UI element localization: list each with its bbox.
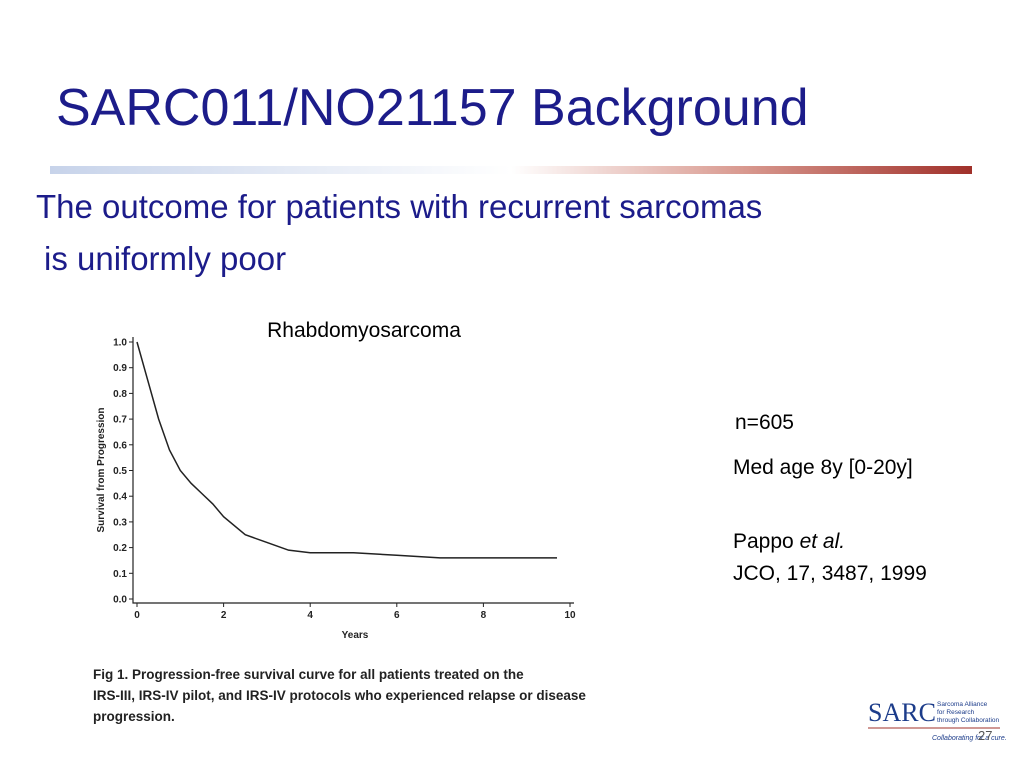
logo-line: for Research (937, 709, 975, 716)
median-age: Med age 8y [0-20y] (733, 456, 913, 479)
logo-tagline: Collaborating for a cure. (932, 735, 1007, 742)
survival-curve (136, 341, 558, 559)
figure-caption: progression. (93, 709, 175, 724)
y-tick-label: 1.0 (113, 338, 127, 349)
slide-title: SARC011/NO21157 Background (56, 79, 809, 137)
logo-mark: SARC (868, 698, 936, 727)
axes (132, 337, 574, 604)
plot: 0.0 0.1 0.2 0.3 0.4 0.5 0.6 0.7 0.8 0.9 1.0 0 2 4 6 8 10 (113, 337, 576, 621)
x-tick-label: 0 (134, 610, 140, 621)
subtitle-line: is uniformly poor (44, 240, 286, 277)
logo-line: Sarcoma Alliance (937, 701, 988, 708)
x-tick-label: 10 (564, 610, 576, 621)
x-axis-label: Years (342, 630, 369, 641)
logo-line: through Collaboration (937, 717, 1000, 724)
x-tick-label: 2 (221, 610, 227, 621)
y-tick-label: 0.2 (113, 543, 127, 554)
author: Pappo (733, 530, 794, 553)
logo: SARC Sarcoma Alliance for Research throu… (868, 698, 1007, 743)
x-tick-label: 6 (394, 610, 400, 621)
y-tick-label: 0.9 (113, 363, 127, 374)
y-tick-label: 0.4 (113, 492, 127, 503)
figure-caption: Fig 1. Progression-free survival curve f… (93, 667, 524, 682)
et-al: et al. (800, 530, 846, 553)
y-tick-label: 0.7 (113, 415, 127, 426)
y-tick-label: 0.8 (113, 389, 127, 400)
subtitle-line: The outcome for patients with recurrent … (36, 188, 762, 225)
y-axis-label: Survival from Progression (96, 407, 107, 532)
sample-size: n=605 (735, 411, 794, 434)
page-number: 27 (978, 728, 992, 743)
figure-caption: IRS-III, IRS-IV pilot, and IRS-IV protoc… (93, 688, 586, 703)
citation-author: Pappo et al. (733, 530, 845, 553)
y-tick-label: 0.5 (113, 466, 127, 477)
title-rule (50, 166, 972, 174)
citation-journal: JCO, 17, 3487, 1999 (733, 562, 927, 585)
x-tick-label: 4 (307, 610, 313, 621)
x-tick-label: 8 (481, 610, 487, 621)
y-tick-label: 0.3 (113, 517, 127, 528)
y-tick-label: 0.6 (113, 440, 127, 451)
y-tick-label: 0.0 (113, 595, 127, 606)
y-tick-label: 0.1 (113, 569, 127, 580)
chart-title: Rhabdomyosarcoma (267, 319, 461, 342)
